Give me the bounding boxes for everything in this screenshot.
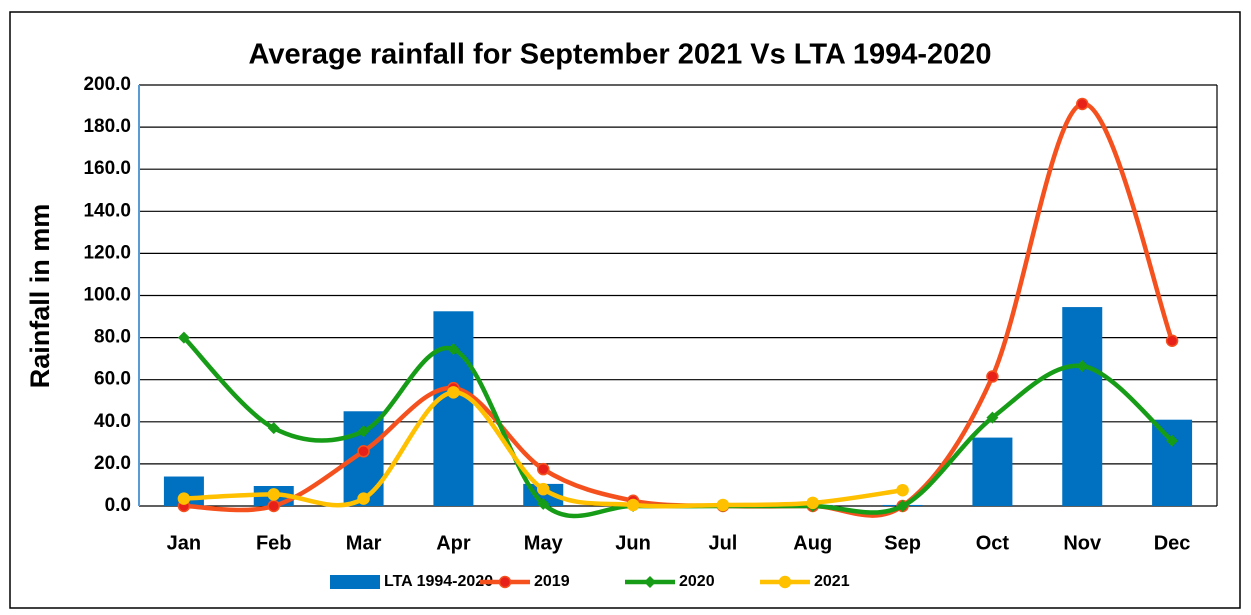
x-tick-label: Feb	[256, 532, 292, 554]
line-marker	[1076, 360, 1089, 373]
y-tick-label: 40.0	[94, 411, 131, 432]
line-marker	[177, 331, 190, 344]
line-marker	[447, 386, 460, 399]
line-marker	[537, 482, 550, 496]
y-tick-label: 100.0	[83, 285, 131, 306]
bar	[1062, 307, 1103, 506]
line-marker	[716, 498, 730, 512]
y-tick-label: 120.0	[83, 242, 131, 263]
chart-title: Average rainfall for September 2021 Vs L…	[248, 39, 991, 71]
bar	[972, 437, 1013, 506]
x-tick-label: May	[524, 532, 564, 554]
line-marker	[537, 497, 550, 510]
legend-marker	[644, 576, 656, 588]
line-marker	[267, 499, 280, 513]
x-tick-label: Apr	[436, 532, 471, 554]
line-marker	[357, 425, 370, 438]
x-tick-label: Jun	[615, 532, 651, 554]
line-marker	[447, 343, 460, 356]
legend-label: 2019	[534, 573, 570, 590]
line-marker	[267, 488, 280, 501]
line-marker	[177, 492, 191, 505]
x-tick-label: Jan	[167, 532, 201, 554]
line-marker	[537, 462, 550, 476]
line-marker	[1166, 434, 1179, 447]
y-tick-label: 200.0	[83, 74, 131, 95]
bar	[433, 311, 474, 506]
y-tick-label: 140.0	[83, 200, 131, 221]
line-marker	[357, 492, 370, 505]
line-marker	[1165, 334, 1179, 348]
line-marker	[806, 496, 819, 510]
x-tick-label: Mar	[346, 532, 382, 554]
x-tick-label: Nov	[1063, 532, 1102, 554]
line-marker	[626, 498, 640, 512]
chart-frame	[9, 11, 1241, 609]
y-tick-label: 180.0	[83, 116, 131, 137]
line-series	[183, 390, 903, 509]
x-tick-label: Jul	[708, 532, 737, 554]
legend-marker	[498, 575, 512, 589]
legend-marker	[778, 575, 792, 589]
legend-label: 2020	[679, 573, 715, 590]
legend-swatch	[330, 575, 380, 589]
x-tick-label: Dec	[1154, 532, 1191, 554]
line-marker	[267, 422, 280, 435]
y-axis-label: Rainfall in mm	[25, 204, 55, 389]
line-marker	[1076, 97, 1089, 111]
y-tick-label: 160.0	[83, 158, 131, 179]
x-tick-label: Aug	[793, 532, 832, 554]
x-tick-label: Sep	[884, 532, 921, 554]
line-marker	[896, 500, 909, 512]
legend-label: LTA 1994-2020	[384, 573, 493, 590]
y-tick-label: 0.0	[105, 495, 131, 516]
x-tick-label: Oct	[976, 532, 1010, 554]
legend-label: 2021	[814, 573, 850, 590]
y-tick-label: 20.0	[94, 453, 131, 474]
line-marker	[896, 483, 909, 497]
line-marker	[986, 411, 999, 424]
y-tick-label: 60.0	[94, 369, 131, 390]
line-marker	[986, 370, 999, 383]
line-marker	[357, 445, 370, 458]
bar	[1152, 419, 1193, 506]
y-tick-label: 80.0	[94, 327, 131, 348]
